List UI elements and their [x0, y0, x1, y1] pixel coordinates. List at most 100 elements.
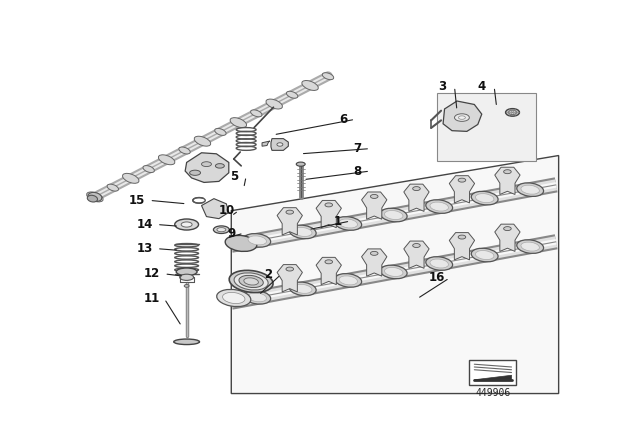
Ellipse shape: [339, 219, 358, 228]
Text: 6: 6: [339, 113, 347, 126]
Polygon shape: [474, 375, 511, 380]
Polygon shape: [316, 257, 341, 284]
Ellipse shape: [509, 110, 516, 115]
Text: 3: 3: [438, 80, 446, 93]
Ellipse shape: [217, 228, 226, 232]
Ellipse shape: [294, 284, 312, 293]
Ellipse shape: [289, 282, 316, 296]
Polygon shape: [495, 167, 520, 194]
Ellipse shape: [286, 210, 294, 214]
Ellipse shape: [504, 227, 511, 231]
Polygon shape: [262, 141, 270, 146]
Ellipse shape: [244, 233, 271, 247]
Ellipse shape: [504, 170, 511, 174]
Ellipse shape: [266, 99, 282, 109]
Ellipse shape: [248, 293, 266, 302]
Ellipse shape: [296, 162, 305, 166]
Ellipse shape: [413, 244, 420, 247]
Text: 4: 4: [477, 80, 486, 93]
Polygon shape: [449, 176, 475, 203]
Ellipse shape: [202, 162, 211, 167]
Ellipse shape: [339, 276, 358, 285]
Ellipse shape: [244, 290, 271, 304]
Ellipse shape: [107, 184, 118, 191]
Ellipse shape: [471, 248, 498, 262]
Polygon shape: [202, 198, 229, 219]
Ellipse shape: [325, 203, 333, 207]
Ellipse shape: [454, 114, 469, 121]
Ellipse shape: [458, 178, 466, 182]
Polygon shape: [404, 184, 429, 211]
Polygon shape: [277, 265, 303, 292]
Ellipse shape: [380, 265, 407, 279]
Ellipse shape: [302, 81, 318, 90]
Text: 13: 13: [136, 242, 152, 255]
Text: 5: 5: [230, 170, 238, 183]
Ellipse shape: [426, 200, 452, 213]
Ellipse shape: [229, 270, 273, 293]
Text: 7: 7: [354, 142, 362, 155]
Ellipse shape: [335, 217, 362, 230]
Polygon shape: [271, 138, 288, 151]
Text: 9: 9: [227, 227, 236, 240]
Ellipse shape: [158, 155, 175, 165]
Polygon shape: [404, 241, 429, 268]
Ellipse shape: [195, 136, 211, 146]
Ellipse shape: [289, 225, 316, 239]
Bar: [469, 360, 516, 385]
Ellipse shape: [230, 118, 246, 128]
Ellipse shape: [521, 242, 540, 251]
Ellipse shape: [88, 192, 102, 202]
Ellipse shape: [214, 129, 226, 135]
Text: 8: 8: [354, 164, 362, 177]
Ellipse shape: [251, 110, 262, 117]
Polygon shape: [185, 153, 229, 182]
Polygon shape: [443, 101, 482, 131]
Ellipse shape: [286, 267, 294, 271]
Ellipse shape: [426, 257, 452, 270]
Polygon shape: [362, 192, 387, 219]
Text: 15: 15: [129, 194, 145, 207]
Ellipse shape: [87, 195, 97, 202]
Ellipse shape: [371, 194, 378, 198]
Ellipse shape: [173, 339, 200, 345]
Ellipse shape: [248, 236, 266, 245]
Ellipse shape: [506, 108, 520, 116]
Ellipse shape: [516, 240, 543, 254]
Ellipse shape: [516, 183, 543, 197]
Ellipse shape: [413, 187, 420, 190]
Ellipse shape: [175, 219, 198, 230]
Ellipse shape: [239, 276, 263, 288]
Ellipse shape: [371, 251, 378, 255]
Ellipse shape: [294, 228, 312, 237]
Ellipse shape: [385, 211, 403, 220]
Ellipse shape: [521, 185, 540, 194]
Polygon shape: [316, 200, 341, 228]
Ellipse shape: [217, 289, 251, 306]
Ellipse shape: [179, 147, 190, 154]
Polygon shape: [277, 208, 303, 235]
Ellipse shape: [471, 191, 498, 205]
Polygon shape: [495, 224, 520, 251]
Ellipse shape: [325, 260, 333, 264]
Ellipse shape: [234, 273, 268, 290]
Polygon shape: [449, 233, 475, 260]
Ellipse shape: [223, 293, 245, 304]
Ellipse shape: [323, 73, 333, 80]
Ellipse shape: [476, 194, 494, 202]
Ellipse shape: [287, 91, 298, 98]
Ellipse shape: [385, 267, 403, 276]
Ellipse shape: [335, 274, 362, 287]
Text: 2: 2: [264, 268, 273, 281]
Text: 12: 12: [144, 267, 160, 280]
Polygon shape: [437, 94, 536, 161]
Ellipse shape: [122, 173, 139, 183]
Ellipse shape: [86, 192, 103, 202]
Text: 16: 16: [429, 271, 445, 284]
Ellipse shape: [213, 226, 229, 233]
Ellipse shape: [277, 143, 283, 146]
Text: 10: 10: [218, 204, 234, 217]
Ellipse shape: [225, 235, 257, 251]
Ellipse shape: [476, 250, 494, 259]
Ellipse shape: [380, 208, 407, 222]
